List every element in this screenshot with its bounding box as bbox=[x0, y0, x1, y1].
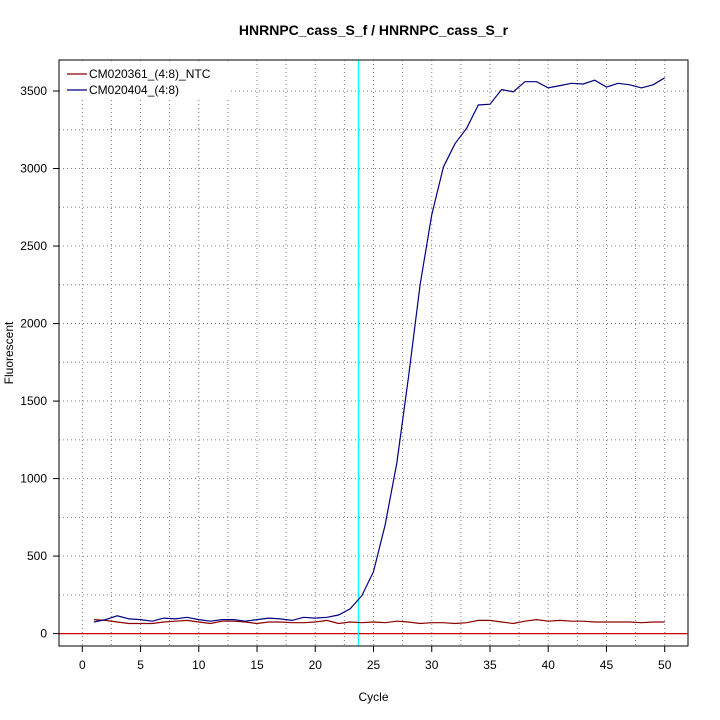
y-tick-label: 0 bbox=[40, 627, 47, 641]
x-tick-label: 15 bbox=[250, 658, 264, 672]
legend-label-sample: CM020404_(4:8) bbox=[89, 83, 179, 97]
plot-panel bbox=[58, 59, 689, 647]
chart-title: HNRNPC_cass_S_f / HNRNPC_cass_S_r bbox=[239, 22, 509, 38]
x-axis-label: Cycle bbox=[358, 690, 388, 704]
x-tick-label: 5 bbox=[137, 658, 144, 672]
x-tick-label: 30 bbox=[425, 658, 439, 672]
y-tick-label: 3000 bbox=[20, 162, 47, 176]
series-line-sample bbox=[93, 77, 666, 623]
x-tick-label: 0 bbox=[79, 658, 86, 672]
y-tick-label: 500 bbox=[27, 549, 47, 563]
y-tick-label: 1500 bbox=[20, 394, 47, 408]
legend: CM020361_(4:8)_NTC CM020404_(4:8) bbox=[60, 61, 230, 99]
x-tick-label: 25 bbox=[367, 658, 381, 672]
y-axis-label: Fluorescent bbox=[2, 321, 16, 384]
y-tick-label: 2000 bbox=[20, 317, 47, 331]
y-tick-label: 2500 bbox=[20, 239, 47, 253]
x-tick-label: 20 bbox=[309, 658, 323, 672]
legend-label-ntc: CM020361_(4:8)_NTC bbox=[89, 67, 211, 81]
legend-box bbox=[60, 61, 230, 99]
x-tick-label: 50 bbox=[658, 658, 672, 672]
y-axis: 0 500 1000 1500 2000 2500 3000 3500 bbox=[20, 84, 59, 641]
x-tick-label: 40 bbox=[542, 658, 556, 672]
x-tick-label: 10 bbox=[192, 658, 206, 672]
grid bbox=[59, 60, 688, 646]
plot-frame bbox=[58, 59, 689, 647]
y-tick-label: 1000 bbox=[20, 472, 47, 486]
y-tick-label: 3500 bbox=[20, 84, 47, 98]
series-layer bbox=[93, 77, 666, 625]
x-tick-label: 35 bbox=[483, 658, 497, 672]
series-line-ntc bbox=[93, 618, 665, 625]
x-axis: 0 5 10 15 20 25 30 35 40 45 50 bbox=[79, 646, 672, 672]
x-tick-label: 45 bbox=[600, 658, 614, 672]
